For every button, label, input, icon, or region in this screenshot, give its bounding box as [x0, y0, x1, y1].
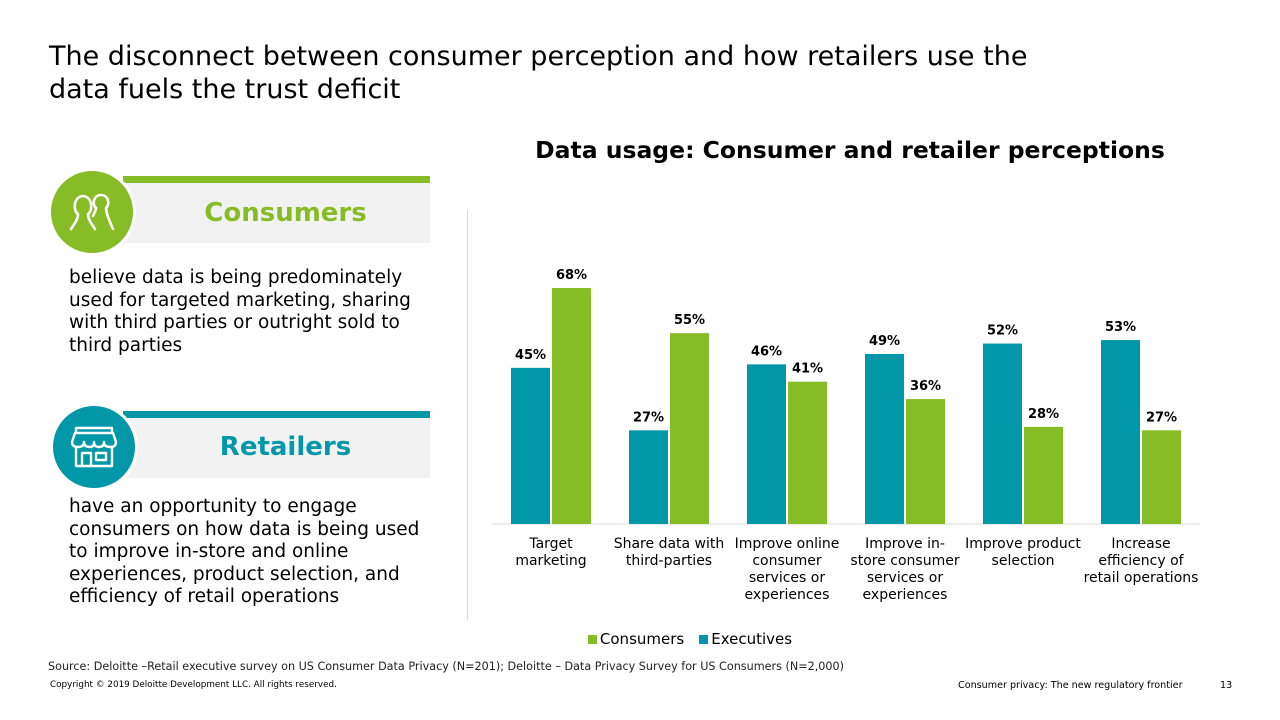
bar-executives-2: [629, 430, 668, 524]
legend-label-executives: Executives: [711, 630, 793, 648]
category-label-1: Target marketing: [515, 536, 586, 569]
bar-consumers-3: [788, 381, 827, 524]
bar-executives-4: [865, 353, 904, 524]
category-label-5: Improve product selection: [965, 536, 1081, 569]
bar-consumers-1: [552, 288, 591, 524]
bar-chart: 45% 68% Target marketing 27% 55% Share data wi…: [492, 268, 1200, 603]
chart-legend: Consumers Executives: [0, 630, 1280, 648]
legend-item-executives: Executives: [699, 630, 792, 648]
category-label-3: Improve online consumer services or experie…: [735, 536, 840, 603]
vertical-divider: [467, 210, 468, 620]
bar-executives-5: [983, 343, 1022, 524]
data-label-consumers-3: 41%: [792, 362, 823, 377]
data-label-consumers-2: 55%: [674, 313, 705, 328]
source-note: Source: Deloitte –Retail executive surve…: [48, 660, 844, 673]
bar-executives-1: [511, 367, 550, 524]
page-number: 13: [1220, 680, 1233, 691]
consumers-title: Consumers: [204, 198, 367, 228]
data-label-consumers-5: 28%: [1028, 407, 1059, 422]
consumers-description: believe data is being predominately used…: [69, 267, 411, 356]
data-label-executives-6: 53%: [1105, 320, 1136, 335]
bar-executives-6: [1101, 340, 1140, 524]
chart-title: Data usage: Consumer and retailer percep…: [535, 136, 1165, 164]
copyright: Copyright © 2019 Deloitte Development LL…: [50, 680, 337, 690]
category-label-2: Share data with third-parties: [614, 536, 725, 569]
legend-swatch-consumers: [587, 634, 597, 644]
people-icon: [48, 168, 136, 256]
data-label-consumers-6: 27%: [1146, 410, 1177, 425]
data-label-executives-2: 27%: [633, 410, 664, 425]
bar-consumers-5: [1024, 426, 1063, 524]
footer-section-title: Consumer privacy: The new regulatory fro…: [958, 680, 1183, 691]
data-label-executives-5: 52%: [987, 324, 1018, 339]
storefront-icon: [50, 403, 138, 491]
retailers-header-box: [123, 418, 430, 478]
category-label-6: Increase efficiency of retail operations: [1084, 536, 1199, 586]
retailers-title: Retailers: [219, 432, 352, 462]
data-label-executives-3: 46%: [751, 344, 782, 359]
data-label-executives-4: 49%: [869, 334, 900, 349]
consumers-accent-bar: [123, 176, 430, 183]
retailers-description: have an opportunity to engage consumers …: [69, 496, 420, 607]
legend-swatch-executives: [699, 634, 709, 644]
data-label-executives-1: 45%: [515, 348, 546, 363]
legend-item-consumers: Consumers: [587, 630, 685, 648]
category-label-4: Improve in-store consumer services or expe…: [850, 536, 959, 603]
bar-executives-3: [747, 364, 786, 524]
bar-consumers-6: [1142, 430, 1181, 524]
data-label-consumers-1: 68%: [556, 268, 587, 283]
data-label-consumers-4: 36%: [910, 379, 941, 394]
consumers-header-box: [123, 183, 430, 243]
bar-consumers-2: [670, 333, 709, 524]
slide-title: The disconnect between consumer percepti…: [49, 41, 1028, 105]
retailers-accent-bar: [123, 411, 430, 418]
bar-consumers-4: [906, 399, 945, 524]
legend-label-consumers: Consumers: [599, 630, 685, 648]
